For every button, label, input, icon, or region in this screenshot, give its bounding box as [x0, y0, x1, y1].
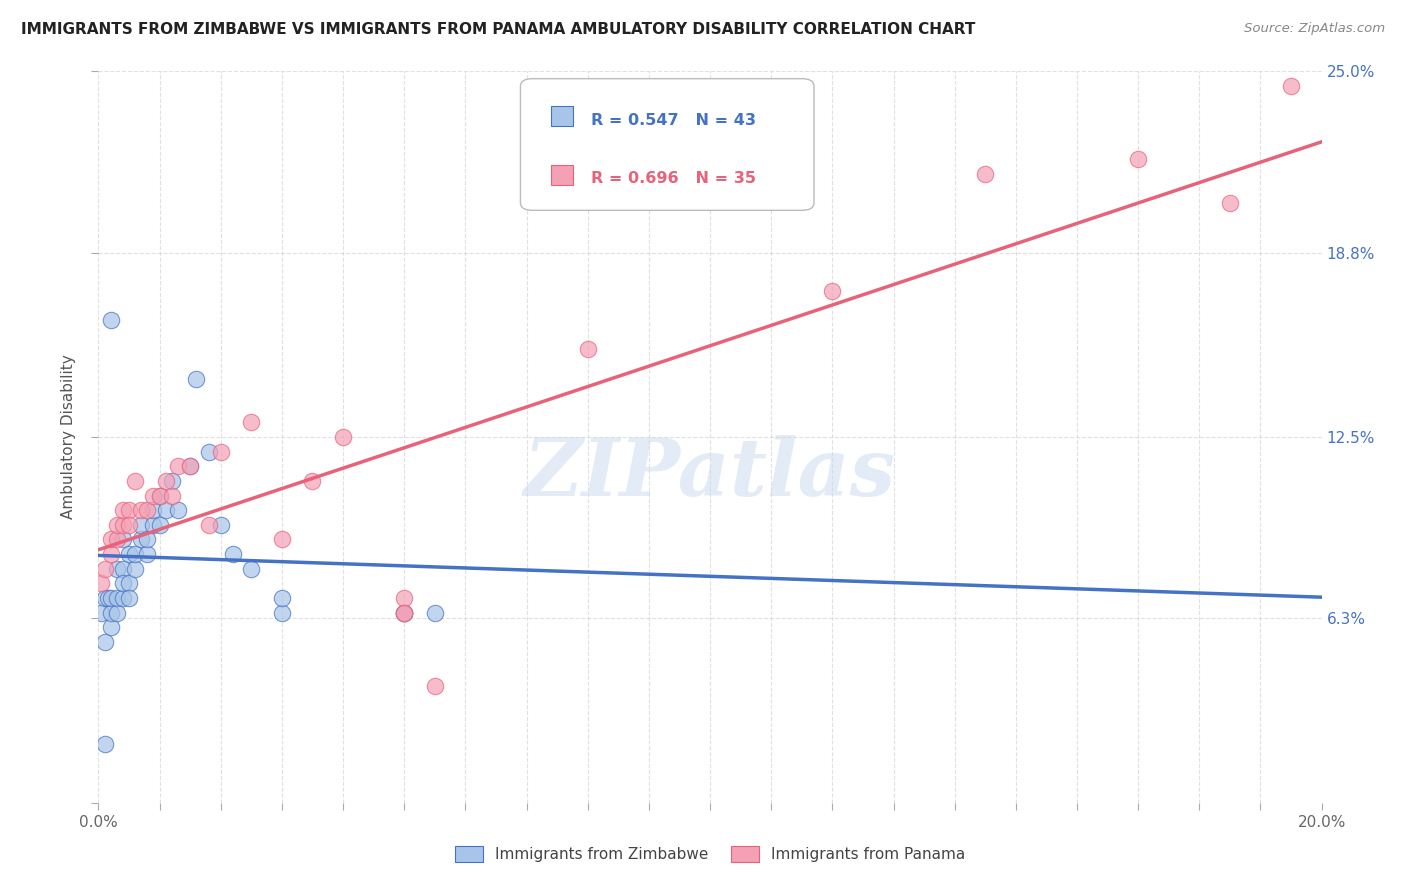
Point — [100, 591, 122, 605]
Text: ZIPatlas: ZIPatlas — [524, 435, 896, 512]
Point — [118, 576, 141, 591]
Point — [301, 474, 323, 488]
Point — [160, 489, 183, 503]
Point — [105, 606, 128, 620]
Point — [392, 606, 416, 620]
Legend: Immigrants from Zimbabwe, Immigrants from Panama: Immigrants from Zimbabwe, Immigrants fro… — [449, 840, 972, 868]
Point — [100, 313, 122, 327]
Point — [142, 517, 165, 532]
Point — [149, 489, 172, 503]
Point — [100, 533, 122, 547]
Point — [270, 591, 292, 605]
Point — [111, 503, 134, 517]
Point — [155, 474, 177, 488]
Point — [1128, 152, 1150, 166]
Point — [576, 343, 599, 357]
Point — [142, 503, 165, 517]
Bar — [551, 106, 574, 127]
Point — [105, 591, 128, 605]
Point — [136, 533, 159, 547]
Point — [111, 562, 134, 576]
Point — [392, 606, 416, 620]
Point — [118, 503, 141, 517]
Point — [105, 562, 128, 576]
Point — [197, 444, 219, 458]
Point — [97, 591, 120, 605]
Point — [149, 489, 172, 503]
Point — [118, 517, 141, 532]
Point — [974, 167, 997, 181]
Point — [160, 474, 183, 488]
Point — [105, 533, 128, 547]
FancyBboxPatch shape — [520, 78, 814, 211]
Point — [179, 459, 201, 474]
Point — [142, 489, 165, 503]
Point — [392, 606, 416, 620]
Point — [93, 591, 115, 605]
Text: IMMIGRANTS FROM ZIMBABWE VS IMMIGRANTS FROM PANAMA AMBULATORY DISABILITY CORRELA: IMMIGRANTS FROM ZIMBABWE VS IMMIGRANTS F… — [21, 22, 976, 37]
Point — [93, 635, 115, 649]
Point — [136, 503, 159, 517]
Point — [149, 517, 172, 532]
Point — [167, 503, 190, 517]
Point — [111, 533, 134, 547]
Point — [111, 517, 134, 532]
Point — [1219, 196, 1241, 211]
Point — [105, 517, 128, 532]
Point — [167, 459, 190, 474]
Point — [423, 679, 446, 693]
Point — [118, 547, 141, 561]
Point — [332, 430, 354, 444]
Point — [93, 737, 115, 751]
Text: Source: ZipAtlas.com: Source: ZipAtlas.com — [1244, 22, 1385, 36]
Point — [155, 503, 177, 517]
Point — [129, 503, 152, 517]
Point — [100, 620, 122, 634]
Point — [118, 591, 141, 605]
Text: R = 0.547   N = 43: R = 0.547 N = 43 — [592, 113, 756, 128]
Point — [392, 591, 416, 605]
Point — [124, 562, 146, 576]
Point — [197, 517, 219, 532]
Point — [209, 517, 232, 532]
Point — [111, 591, 134, 605]
Point — [186, 371, 208, 385]
Point — [392, 606, 416, 620]
Point — [111, 576, 134, 591]
Point — [222, 547, 245, 561]
Point — [240, 562, 263, 576]
Point — [1279, 78, 1302, 93]
Point — [270, 606, 292, 620]
Point — [240, 416, 263, 430]
Point — [270, 533, 292, 547]
Point — [90, 606, 112, 620]
Point — [129, 533, 152, 547]
Y-axis label: Ambulatory Disability: Ambulatory Disability — [60, 355, 76, 519]
Point — [136, 547, 159, 561]
Point — [90, 576, 112, 591]
Bar — [551, 165, 574, 185]
Point — [100, 547, 122, 561]
Point — [179, 459, 201, 474]
Point — [100, 606, 122, 620]
Point — [124, 547, 146, 561]
Point — [93, 562, 115, 576]
Point — [129, 517, 152, 532]
Point — [124, 474, 146, 488]
Point — [209, 444, 232, 458]
Point — [821, 284, 844, 298]
Text: R = 0.696   N = 35: R = 0.696 N = 35 — [592, 171, 756, 186]
Point — [423, 606, 446, 620]
